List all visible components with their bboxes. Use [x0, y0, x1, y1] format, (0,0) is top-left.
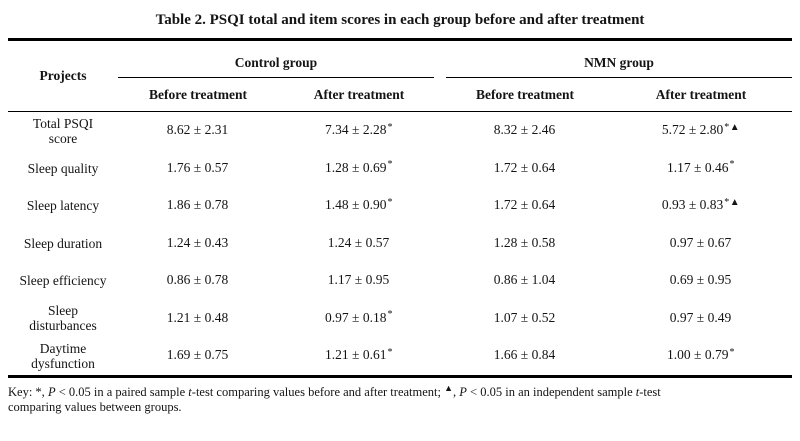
- cell-value: 0.97 ± 0.49: [669, 309, 732, 325]
- cell: 0.93 ± 0.83*▲: [610, 187, 792, 225]
- cell: 8.62 ± 2.31: [118, 112, 278, 150]
- group-header-row: Projects Control group NMN group: [8, 39, 793, 112]
- subheader-control-after: After treatment: [278, 78, 440, 112]
- cell: 8.32 ± 2.46: [440, 112, 610, 150]
- cell-value: 1.17 ± 0.46: [667, 159, 729, 175]
- row-label: Sleep efficiency: [19, 273, 107, 289]
- cell: 1.07 ± 0.52: [440, 300, 610, 338]
- cell-value: 1.72 ± 0.64: [493, 197, 556, 213]
- subheader-nmn-after: After treatment: [610, 78, 793, 112]
- table-row: Total PSQI score 8.62 ± 2.31 7.34 ± 2.28…: [8, 112, 792, 150]
- table-header: Projects Control group NMN group Before …: [8, 39, 793, 112]
- row-label: Sleep duration: [23, 235, 103, 251]
- group-header-nmn: NMN group: [440, 40, 793, 78]
- cell-value: 1.21 ± 0.48: [166, 309, 229, 325]
- cell-value: 0.93 ± 0.83: [661, 197, 724, 213]
- cell-value: 1.21 ± 0.61: [325, 347, 387, 363]
- cell: 1.72 ± 0.64: [440, 187, 610, 225]
- cell-value: 1.28 ± 0.58: [493, 234, 556, 250]
- row-label: Total PSQI score: [32, 115, 94, 146]
- psqi-table: Projects Control group NMN group Before …: [8, 38, 793, 378]
- subheader-control-before: Before treatment: [118, 78, 278, 112]
- subheader-nmn-before: Before treatment: [440, 78, 610, 112]
- cell: 1.86 ± 0.78: [118, 187, 278, 225]
- cell: 1.48 ± 0.90*: [278, 187, 440, 225]
- cell-value: 7.34 ± 2.28: [325, 122, 387, 138]
- cell-marker: *: [387, 346, 393, 358]
- cell: 1.24 ± 0.57: [278, 225, 440, 263]
- cell: 1.24 ± 0.43: [118, 225, 278, 263]
- cell-value: 1.76 ± 0.57: [166, 159, 229, 175]
- row-label: Sleep disturbances: [29, 303, 97, 334]
- key-note: Key: *, P < 0.05 in a paired sample t-te…: [8, 381, 792, 416]
- group-header-nmn-label: NMN group: [446, 55, 793, 78]
- key-note-line2: comparing values between groups.: [8, 400, 182, 415]
- cell-value: 5.72 ± 2.80: [661, 122, 724, 138]
- cell-value: 8.62 ± 2.31: [166, 122, 229, 138]
- cell-marker: *: [729, 159, 735, 171]
- subheader-row: Before treatment After treatment Before …: [8, 78, 793, 112]
- cell-value: 1.24 ± 0.57: [327, 234, 390, 250]
- table-title: Table 2. PSQI total and item scores in e…: [155, 12, 645, 28]
- cell: 5.72 ± 2.80*▲: [610, 112, 792, 150]
- cell: 0.69 ± 0.95: [610, 262, 792, 300]
- group-header-control-label: Control group: [118, 55, 434, 78]
- cell-value: 0.86 ± 0.78: [166, 272, 229, 288]
- cell-marker: *: [387, 196, 393, 208]
- cell: 0.97 ± 0.67: [610, 225, 792, 263]
- row-label: Sleep quality: [27, 160, 99, 176]
- cell: 1.28 ± 0.69*: [278, 150, 440, 188]
- cell-value: 1.72 ± 0.64: [493, 159, 556, 175]
- cell: 0.97 ± 0.18*: [278, 300, 440, 338]
- cell: 0.86 ± 1.04: [440, 262, 610, 300]
- table-row: Daytime dysfunction 1.69 ± 0.75 1.21 ± 0…: [8, 337, 792, 376]
- cell-value: 0.97 ± 0.18: [325, 309, 387, 325]
- cell: 0.86 ± 0.78: [118, 262, 278, 300]
- cell: 1.17 ± 0.95: [278, 262, 440, 300]
- cell-marker: *: [387, 121, 393, 133]
- cell-value: 1.28 ± 0.69: [325, 159, 387, 175]
- table-row: Sleep duration 1.24 ± 0.43 1.24 ± 0.57 1…: [8, 225, 792, 263]
- table-body: Total PSQI score 8.62 ± 2.31 7.34 ± 2.28…: [8, 112, 792, 377]
- cell: 1.76 ± 0.57: [118, 150, 278, 188]
- cell: 1.17 ± 0.46*: [610, 150, 792, 188]
- page: Table 2. PSQI total and item scores in e…: [8, 12, 793, 416]
- cell: 1.21 ± 0.61*: [278, 337, 440, 376]
- cell: 1.72 ± 0.64: [440, 150, 610, 188]
- cell-value: 0.69 ± 0.95: [669, 272, 732, 288]
- cell: 1.69 ± 0.75: [118, 337, 278, 376]
- cell-value: 1.07 ± 0.52: [493, 309, 556, 325]
- cell-value: 1.48 ± 0.90: [325, 197, 387, 213]
- row-label: Daytime dysfunction: [31, 340, 95, 371]
- cell-value: 8.32 ± 2.46: [493, 122, 556, 138]
- cell-marker: *▲: [724, 196, 741, 208]
- table-row: Sleep latency 1.86 ± 0.78 1.48 ± 0.90* 1…: [8, 187, 792, 225]
- table-row: Sleep quality 1.76 ± 0.57 1.28 ± 0.69* 1…: [8, 150, 792, 188]
- key-note-line1: Key: *, P < 0.05 in a paired sample t-te…: [8, 382, 661, 399]
- cell: 1.66 ± 0.84: [440, 337, 610, 376]
- projects-header: Projects: [8, 39, 118, 112]
- table-row: Sleep efficiency 0.86 ± 0.78 1.17 ± 0.95…: [8, 262, 792, 300]
- table-row: Sleep disturbances 1.21 ± 0.48 0.97 ± 0.…: [8, 300, 792, 338]
- cell-value: 0.97 ± 0.67: [669, 234, 732, 250]
- cell-value: 1.66 ± 0.84: [493, 347, 556, 363]
- cell-value: 1.00 ± 0.79: [667, 347, 729, 363]
- cell-marker: *: [729, 346, 735, 358]
- cell-value: 1.17 ± 0.95: [327, 272, 390, 288]
- group-header-control: Control group: [118, 40, 440, 78]
- cell-value: 1.86 ± 0.78: [166, 197, 229, 213]
- cell: 7.34 ± 2.28*: [278, 112, 440, 150]
- cell: 1.21 ± 0.48: [118, 300, 278, 338]
- cell-marker: *: [387, 309, 393, 321]
- cell: 1.28 ± 0.58: [440, 225, 610, 263]
- row-label: Sleep latency: [26, 198, 100, 214]
- cell-value: 0.86 ± 1.04: [493, 272, 556, 288]
- cell-marker: *▲: [724, 121, 741, 133]
- cell: 1.00 ± 0.79*: [610, 337, 792, 376]
- cell-marker: *: [387, 159, 393, 171]
- cell-value: 1.24 ± 0.43: [166, 234, 229, 250]
- cell-value: 1.69 ± 0.75: [166, 347, 229, 363]
- cell: 0.97 ± 0.49: [610, 300, 792, 338]
